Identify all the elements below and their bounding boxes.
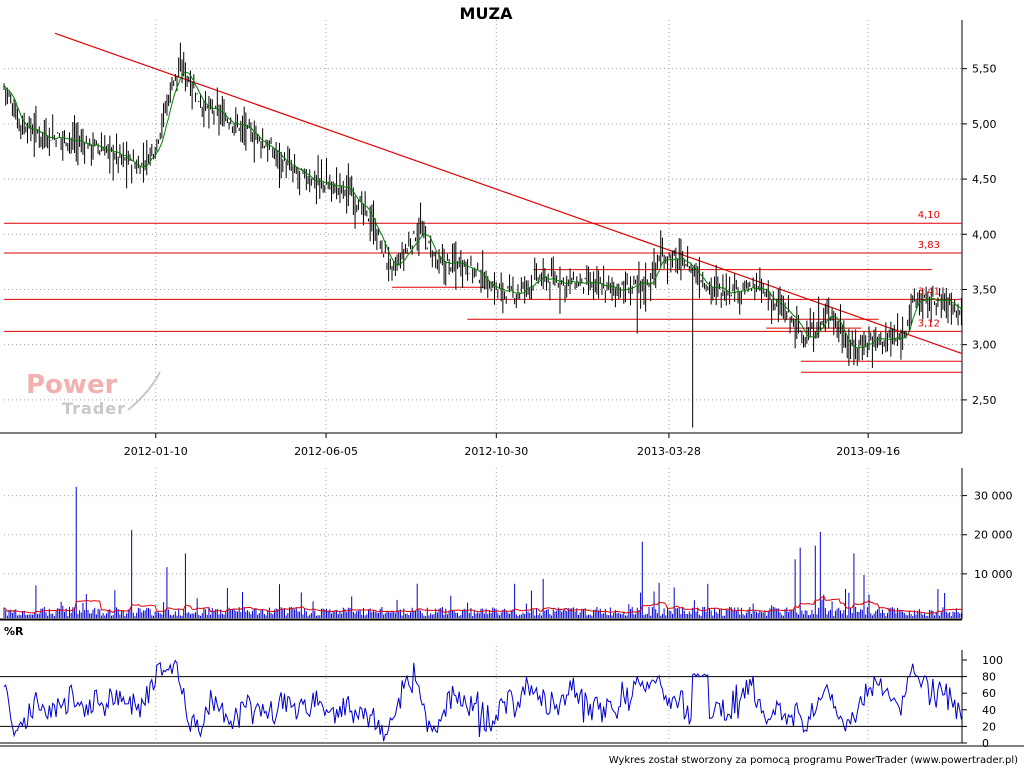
x-tick-label: 2013-09-16 xyxy=(836,445,900,458)
wr-y-tick-label: 0 xyxy=(982,737,989,750)
wr-y-tick-label: 100 xyxy=(982,654,1003,667)
volume-y-tick-label: 30 000 xyxy=(974,490,1013,503)
footer-credit: Wykres został stworzony za pomocą progra… xyxy=(609,755,1018,766)
price-y-tick-label: 2,50 xyxy=(972,394,997,407)
x-tick-label: 2012-10-30 xyxy=(464,445,528,458)
price-y-tick-label: 5,50 xyxy=(972,63,997,76)
price-y-tick-label: 4,00 xyxy=(972,228,997,241)
price-y-tick-label: 4,50 xyxy=(972,173,997,186)
watermark-swoosh-icon xyxy=(127,371,161,411)
price-y-tick-label: 3,50 xyxy=(972,283,997,296)
level-value-label: 4,10 xyxy=(918,210,940,221)
volume-y-tick-label: 10 000 xyxy=(974,568,1013,581)
level-value-label: 3,83 xyxy=(918,240,940,251)
level-value-label: 3,41 xyxy=(918,286,940,297)
moving-average-line xyxy=(3,71,962,349)
powertrader-watermark: Power Trader xyxy=(26,370,161,418)
watermark-power-text: Power xyxy=(26,370,118,400)
wr-y-tick-label: 80 xyxy=(982,671,996,684)
x-tick-label: 2012-06-05 xyxy=(294,445,358,458)
wr-y-tick-label: 60 xyxy=(982,687,996,700)
price-y-tick-label: 3,00 xyxy=(972,339,997,352)
level-value-label: 3,12 xyxy=(918,318,940,329)
volume-y-tick-label: 20 000 xyxy=(974,529,1013,542)
x-tick-label: 2012-01-10 xyxy=(124,445,188,458)
trend-line xyxy=(54,32,963,355)
indicator-label: %R xyxy=(4,625,24,638)
volume-average-line xyxy=(3,595,962,614)
williams-r-line xyxy=(3,659,962,742)
watermark-trader-text: Trader xyxy=(62,399,126,418)
price-y-tick-label: 5,00 xyxy=(972,118,997,131)
x-tick-label: 2013-03-28 xyxy=(637,445,701,458)
chart-title: MUZA xyxy=(460,4,514,23)
wr-y-tick-label: 20 xyxy=(982,720,996,733)
wr-y-tick-label: 40 xyxy=(982,704,996,717)
